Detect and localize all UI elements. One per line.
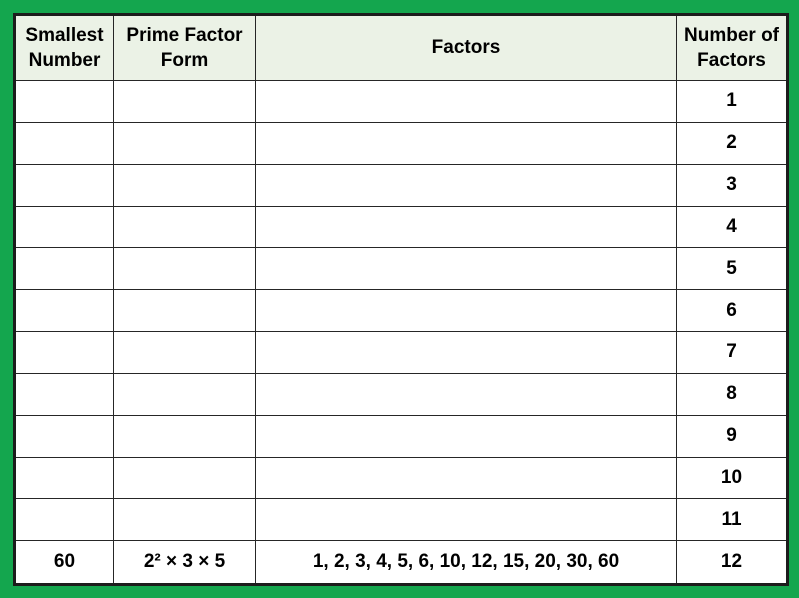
table-row: 11 bbox=[14, 498, 788, 542]
table-body: 1 2 3 4 5 6 7 8 9 bbox=[14, 80, 788, 585]
cell-prime-factor-form: 2² × 3 × 5 bbox=[113, 540, 256, 585]
cell-prime-factor-form bbox=[113, 498, 256, 542]
cell-number-of-factors: 6 bbox=[676, 289, 788, 333]
cell-smallest-number bbox=[14, 372, 114, 416]
cell-number-of-factors: 9 bbox=[676, 414, 788, 458]
cell-factors bbox=[255, 121, 677, 165]
cell-factors bbox=[255, 456, 677, 500]
cell-prime-factor-form bbox=[113, 205, 256, 249]
cell-factors bbox=[255, 247, 677, 291]
header-smallest-number: Smallest Number bbox=[14, 14, 114, 81]
cell-prime-factor-form bbox=[113, 247, 256, 291]
header-prime-factor-form: Prime Factor Form bbox=[113, 14, 256, 81]
cell-smallest-number bbox=[14, 498, 114, 542]
cell-prime-factor-form bbox=[113, 121, 256, 165]
table-row: 3 bbox=[14, 163, 788, 207]
factors-table: Smallest Number Prime Factor Form Factor… bbox=[13, 13, 789, 586]
cell-factors: 1, 2, 3, 4, 5, 6, 10, 12, 15, 20, 30, 60 bbox=[255, 540, 677, 585]
cell-smallest-number bbox=[14, 205, 114, 249]
cell-factors bbox=[255, 414, 677, 458]
table-row: 1 bbox=[14, 80, 788, 123]
cell-number-of-factors: 1 bbox=[676, 80, 788, 123]
cell-factors bbox=[255, 163, 677, 207]
cell-number-of-factors: 3 bbox=[676, 163, 788, 207]
cell-smallest-number bbox=[14, 247, 114, 291]
cell-smallest-number bbox=[14, 289, 114, 333]
cell-factors bbox=[255, 205, 677, 249]
table-row: 9 bbox=[14, 414, 788, 458]
table-row: 5 bbox=[14, 247, 788, 291]
cell-prime-factor-form bbox=[113, 414, 256, 458]
cell-smallest-number bbox=[14, 163, 114, 207]
header-factors: Factors bbox=[255, 14, 677, 81]
table-row: 7 bbox=[14, 331, 788, 374]
cell-smallest-number: 60 bbox=[14, 540, 114, 585]
cell-number-of-factors: 12 bbox=[676, 540, 788, 585]
cell-number-of-factors: 8 bbox=[676, 372, 788, 416]
factors-table-container: Smallest Number Prime Factor Form Factor… bbox=[13, 13, 789, 586]
cell-number-of-factors: 11 bbox=[676, 498, 788, 542]
cell-factors bbox=[255, 498, 677, 542]
header-number-of-factors: Number of Factors bbox=[676, 14, 788, 81]
cell-smallest-number bbox=[14, 331, 114, 374]
cell-prime-factor-form bbox=[113, 80, 256, 123]
table-row: 6 bbox=[14, 289, 788, 333]
cell-prime-factor-form bbox=[113, 163, 256, 207]
cell-number-of-factors: 7 bbox=[676, 331, 788, 374]
cell-smallest-number bbox=[14, 414, 114, 458]
cell-number-of-factors: 5 bbox=[676, 247, 788, 291]
cell-number-of-factors: 10 bbox=[676, 456, 788, 500]
cell-factors bbox=[255, 331, 677, 374]
cell-smallest-number bbox=[14, 121, 114, 165]
table-row: 60 2² × 3 × 5 1, 2, 3, 4, 5, 6, 10, 12, … bbox=[14, 540, 788, 585]
cell-prime-factor-form bbox=[113, 372, 256, 416]
cell-prime-factor-form bbox=[113, 456, 256, 500]
cell-factors bbox=[255, 289, 677, 333]
cell-prime-factor-form bbox=[113, 331, 256, 374]
cell-factors bbox=[255, 80, 677, 123]
cell-prime-factor-form bbox=[113, 289, 256, 333]
table-row: 8 bbox=[14, 372, 788, 416]
table-row: 2 bbox=[14, 121, 788, 165]
header-row: Smallest Number Prime Factor Form Factor… bbox=[14, 14, 788, 81]
cell-number-of-factors: 2 bbox=[676, 121, 788, 165]
table-header: Smallest Number Prime Factor Form Factor… bbox=[14, 14, 788, 81]
table-row: 4 bbox=[14, 205, 788, 249]
cell-smallest-number bbox=[14, 456, 114, 500]
table-row: 10 bbox=[14, 456, 788, 500]
cell-smallest-number bbox=[14, 80, 114, 123]
cell-factors bbox=[255, 372, 677, 416]
cell-number-of-factors: 4 bbox=[676, 205, 788, 249]
